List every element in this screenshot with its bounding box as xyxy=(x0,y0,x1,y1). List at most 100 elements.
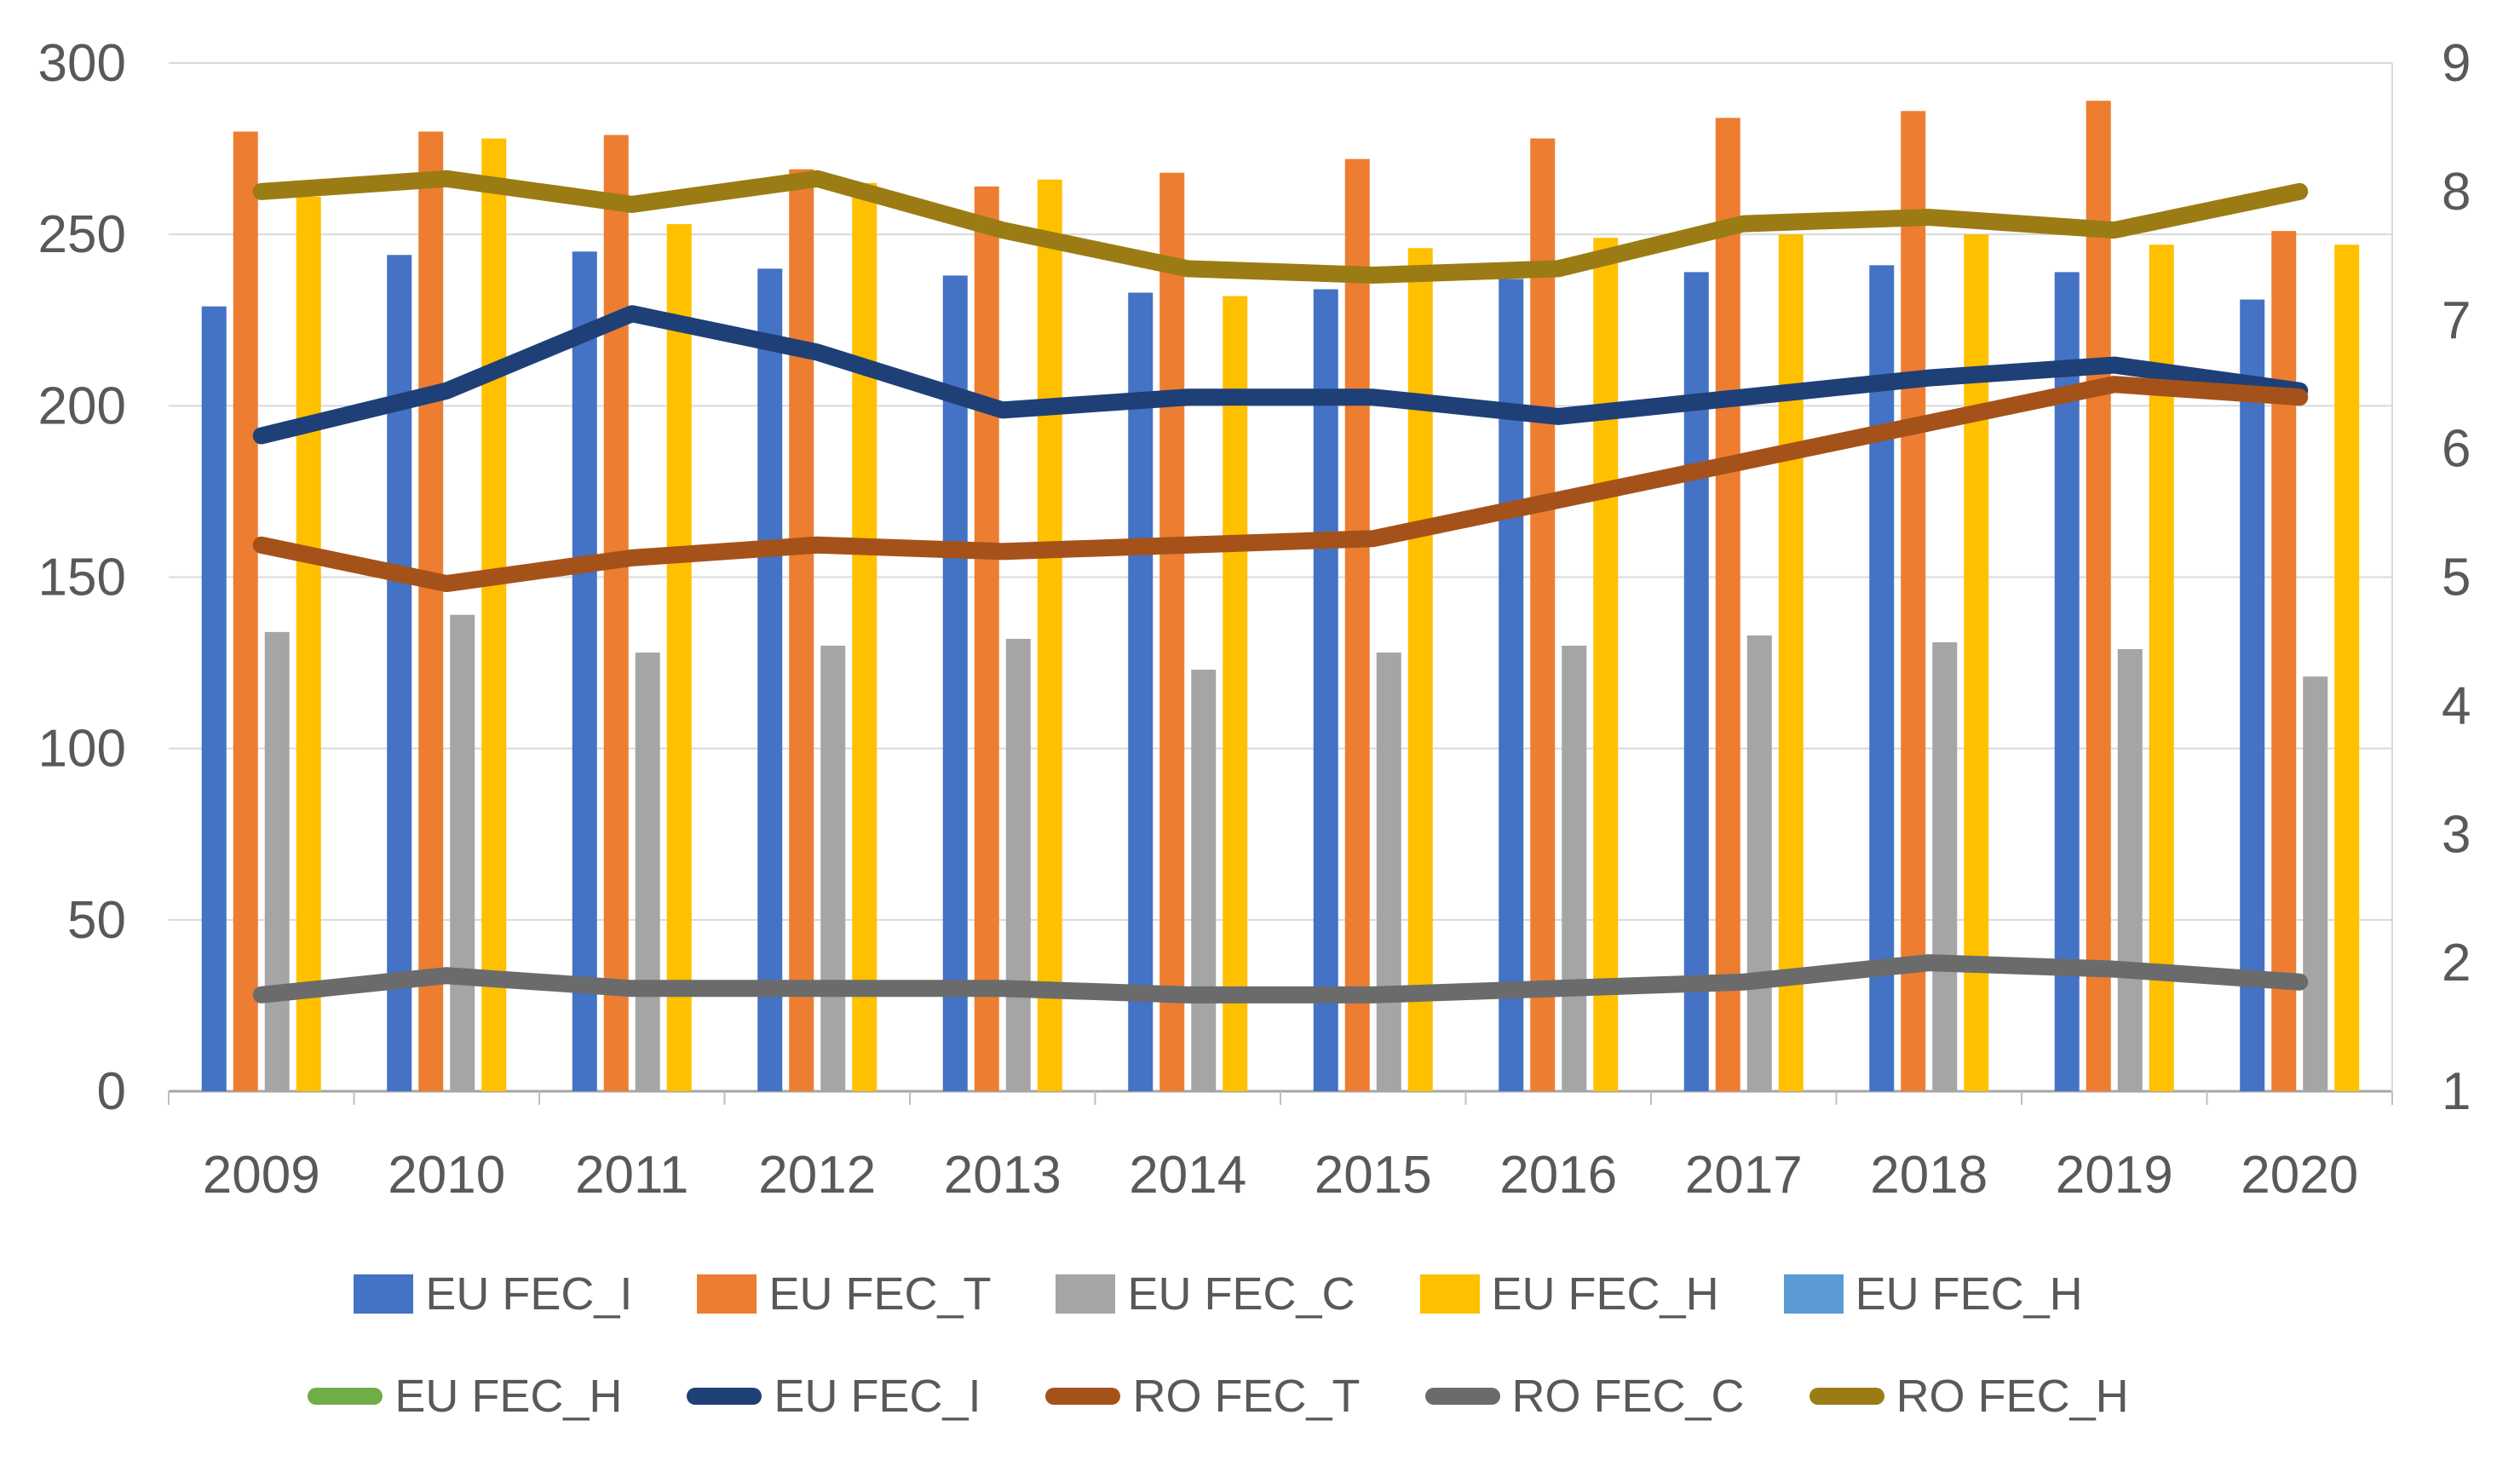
chart-legend: EU FEC_I EU FEC_T EU FEC_C EU FEC_H EU FEC_H… xyxy=(0,1268,2437,1423)
line-s7-ro-fec-t xyxy=(252,376,2309,593)
bar-s0-eu-fec-i-2014 xyxy=(1128,292,1154,1091)
bar-s2-eu-fec-c-2010 xyxy=(450,614,475,1091)
x-axis-label-2010: 2010 xyxy=(388,1146,505,1205)
bar-s2-eu-fec-c-2019 xyxy=(2117,648,2143,1091)
legend-label: RO FEC_T xyxy=(1132,1371,1361,1422)
bar-s3-eu-fec-h-2015 xyxy=(1407,248,1433,1091)
line-swatch-icon xyxy=(1424,1388,1500,1405)
bar-s3-eu-fec-h-2009 xyxy=(296,196,321,1091)
bar-s2-eu-fec-c-2020 xyxy=(2303,676,2328,1091)
bar-s2-eu-fec-c-2016 xyxy=(1562,645,1587,1091)
legend-label: EU FEC_T xyxy=(768,1268,992,1320)
line-swatch-icon xyxy=(687,1388,762,1405)
bar-s0-eu-fec-i-2012 xyxy=(757,268,783,1091)
line-s6-eu-fec-i xyxy=(252,305,2309,445)
bar-s1-eu-fec-t-2014 xyxy=(1159,172,1185,1091)
line-swatch-icon xyxy=(308,1388,383,1405)
bar-s3-eu-fec-h-2016 xyxy=(1593,238,1619,1091)
bar-s3-eu-fec-h-2012 xyxy=(852,182,877,1092)
x-axis-label-2018: 2018 xyxy=(1870,1146,1988,1205)
legend-item-s6-eu-fec-i: EU FEC_I xyxy=(687,1370,981,1423)
legend-row-2: EU FEC_H EU FEC_I RO FEC_T RO FEC_C RO FEC_H xyxy=(0,1370,2437,1423)
bar-s1-eu-fec-t-2018 xyxy=(1901,111,1926,1091)
bar-s1-eu-fec-t-2016 xyxy=(1530,138,1556,1092)
legend-item-s7-ro-fec-t: RO FEC_T xyxy=(1045,1370,1361,1423)
bar-s0-eu-fec-i-2013 xyxy=(942,275,968,1091)
bar-s1-eu-fec-t-2012 xyxy=(789,169,814,1091)
bar-s2-eu-fec-c-2011 xyxy=(635,653,660,1091)
bar-s3-eu-fec-h-2010 xyxy=(481,138,507,1092)
legend-item-s0-eu-fec-i: EU FEC_I xyxy=(354,1268,632,1320)
bar-s0-eu-fec-i-2010 xyxy=(387,255,412,1092)
y-axis-left-label-150: 150 xyxy=(38,549,126,607)
legend-item-s5-eu-fec-h: EU FEC_H xyxy=(308,1370,622,1423)
x-axis-label-2009: 2009 xyxy=(203,1146,320,1205)
legend-item-s1-eu-fec-t: EU FEC_T xyxy=(697,1268,991,1320)
legend-item-s2-eu-fec-c: EU FEC_C xyxy=(1056,1268,1355,1320)
bar-s3-eu-fec-h-2017 xyxy=(1778,234,1804,1092)
bar-swatch-icon xyxy=(1056,1274,1116,1314)
bar-s0-eu-fec-i-2016 xyxy=(1499,279,1524,1092)
y-axis-right-label-4: 4 xyxy=(2442,676,2471,735)
legend-item-s9-ro-fec-h: RO FEC_H xyxy=(1809,1370,2129,1423)
legend-label: EU FEC_I xyxy=(774,1371,981,1422)
legend-item-s8-ro-fec-c: RO FEC_C xyxy=(1424,1370,1745,1423)
bar-s2-eu-fec-c-2013 xyxy=(1005,638,1031,1091)
bar-s0-eu-fec-i-2020 xyxy=(2240,299,2265,1091)
bar-s3-eu-fec-h-2013 xyxy=(1037,179,1062,1091)
bar-swatch-icon xyxy=(354,1274,414,1314)
y-axis-left-label-200: 200 xyxy=(38,377,126,435)
line-swatch-icon xyxy=(1809,1388,1884,1405)
legend-item-s4-eu-fec-h: EU FEC_H xyxy=(1783,1268,2083,1320)
line-s9-ro-fec-h xyxy=(252,170,2309,284)
bar-swatch-icon xyxy=(1419,1274,1480,1314)
y-axis-right-label-5: 5 xyxy=(2442,549,2471,607)
bar-s2-eu-fec-c-2009 xyxy=(264,631,290,1091)
bar-s1-eu-fec-t-2013 xyxy=(974,186,999,1092)
bar-s1-eu-fec-t-2017 xyxy=(1715,118,1740,1092)
y-axis-right-label-7: 7 xyxy=(2442,291,2471,350)
line-swatch-icon xyxy=(1045,1388,1121,1405)
legend-label: RO FEC_C xyxy=(1511,1371,1745,1422)
bar-s1-eu-fec-t-2015 xyxy=(1344,158,1370,1092)
x-axis-label-2013: 2013 xyxy=(944,1146,1062,1205)
legend-label: EU FEC_C xyxy=(1127,1268,1355,1320)
y-axis-right-label-3: 3 xyxy=(2442,805,2471,864)
legend-label: EU FEC_H xyxy=(394,1371,623,1422)
legend-label: EU FEC_H xyxy=(1855,1268,2083,1320)
bar-s1-eu-fec-t-2019 xyxy=(2086,101,2111,1091)
bar-s2-eu-fec-c-2015 xyxy=(1376,653,1401,1091)
legend-item-s3-eu-fec-h: EU FEC_H xyxy=(1419,1268,1719,1320)
legend-row-1: EU FEC_I EU FEC_T EU FEC_C EU FEC_H EU FEC_H xyxy=(0,1268,2437,1320)
bar-s0-eu-fec-i-2011 xyxy=(572,251,597,1091)
bar-s0-eu-fec-i-2019 xyxy=(2054,272,2080,1091)
line-s8-ro-fec-c xyxy=(252,954,2309,1004)
y-axis-left-label-300: 300 xyxy=(38,34,126,93)
bar-s1-eu-fec-t-2011 xyxy=(603,135,629,1092)
bar-s2-eu-fec-c-2018 xyxy=(1932,641,1958,1091)
bar-s2-eu-fec-c-2017 xyxy=(1746,635,1772,1091)
x-axis-label-2017: 2017 xyxy=(1685,1146,1803,1205)
bar-s1-eu-fec-t-2020 xyxy=(2271,231,2297,1092)
y-axis-left-label-50: 50 xyxy=(67,891,126,950)
bar-s2-eu-fec-c-2012 xyxy=(820,645,846,1091)
y-axis-right-label-1: 1 xyxy=(2442,1062,2471,1121)
x-axis-label-2020: 2020 xyxy=(2241,1146,2358,1205)
legend-label: RO FEC_H xyxy=(1896,1371,2129,1422)
x-axis-label-2019: 2019 xyxy=(2056,1146,2173,1205)
y-axis-right-label-8: 8 xyxy=(2442,163,2471,221)
bar-s3-eu-fec-h-2011 xyxy=(666,224,692,1091)
bar-swatch-icon xyxy=(1783,1274,1844,1314)
x-axis-label-2015: 2015 xyxy=(1315,1146,1432,1205)
legend-label: EU FEC_H xyxy=(1491,1268,1719,1320)
x-axis-label-2012: 2012 xyxy=(758,1146,876,1205)
bar-s1-eu-fec-t-2009 xyxy=(233,131,258,1091)
y-axis-right-label-9: 9 xyxy=(2442,34,2471,93)
y-axis-left-label-100: 100 xyxy=(38,720,126,779)
bar-s0-eu-fec-i-2015 xyxy=(1313,289,1338,1091)
x-axis-label-2011: 2011 xyxy=(575,1146,688,1205)
bar-s1-eu-fec-t-2010 xyxy=(418,131,444,1091)
bar-s3-eu-fec-h-2020 xyxy=(2334,244,2360,1091)
